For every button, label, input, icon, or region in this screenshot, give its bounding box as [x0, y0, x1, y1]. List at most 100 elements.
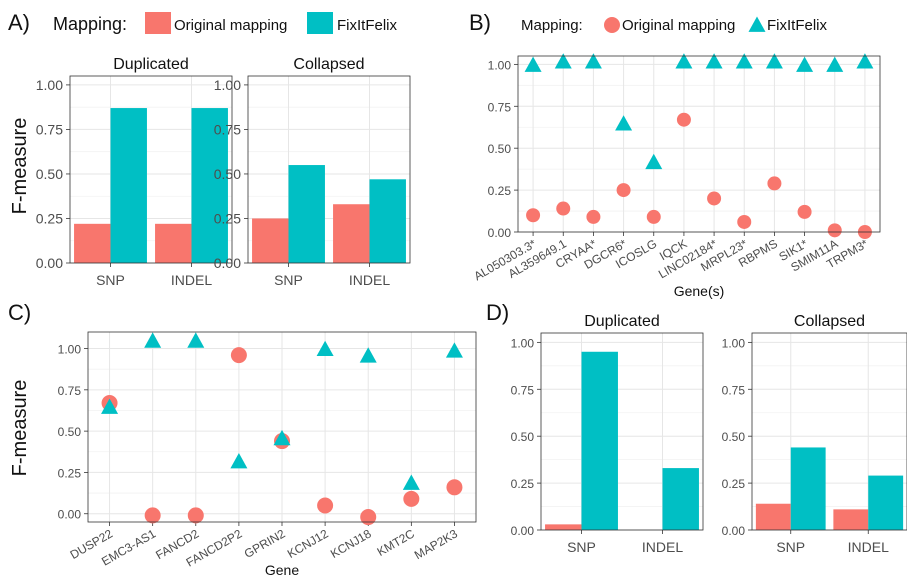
y-tick-label: 1.00 [722, 336, 746, 350]
point-original [187, 507, 204, 524]
bar-fixitfelix [191, 108, 228, 263]
bar-fixitfelix [288, 165, 325, 263]
bar-fixitfelix [868, 475, 904, 530]
point-fixitfelix [796, 56, 814, 72]
point-fixitfelix [735, 53, 753, 69]
y-tick-label: 0.50 [58, 425, 82, 439]
y-tick-label: 0.50 [722, 430, 746, 444]
point-fixitfelix [856, 53, 874, 69]
bar-original [74, 223, 111, 263]
point-fixitfelix [273, 429, 291, 446]
y-tick-label: 1.00 [58, 343, 82, 357]
y-tick-label: 0.25 [511, 477, 535, 491]
bar-fixitfelix [110, 108, 147, 263]
x-tick-label: SNP [776, 539, 805, 555]
panel-c: 0.000.250.500.751.00DUSP22EMC3-AS1FANCD2… [58, 331, 477, 578]
point-fixitfelix [645, 153, 663, 170]
point-fixitfelix [765, 53, 783, 69]
x-tick-label: GPRIN2 [242, 526, 288, 561]
y-axis-label-a: F-measure [9, 118, 31, 215]
x-tick-label: INDEL [171, 272, 212, 288]
panel-d: 0.00 0.25 0.50 0.75 1.00 SNP INDEL Duplicated 0.… [511, 313, 907, 555]
bar-fixitfelix [790, 447, 826, 530]
point-original [767, 176, 782, 191]
subplot-title: Collapsed [293, 56, 364, 73]
bar-original [155, 223, 192, 263]
x-tick-label: MAP2K3 [412, 526, 460, 562]
point-fixitfelix [584, 53, 602, 69]
legend-title: Mapping: [53, 14, 127, 34]
legend-swatch-fixitfelix [307, 12, 333, 34]
y-tick-label: 0.25 [722, 477, 746, 491]
legend-title: Mapping: [521, 17, 583, 34]
point-fixitfelix [524, 56, 542, 72]
point-fixitfelix [101, 398, 119, 414]
y-tick-label: 1.00 [511, 336, 535, 350]
y-tick-label: 0.00 [58, 508, 82, 522]
point-fixitfelix [359, 347, 377, 363]
point-original [230, 347, 247, 364]
x-tick-label: KCNJ18 [328, 526, 374, 561]
y-tick-label: 0.00 [36, 255, 63, 271]
x-tick-label: INDEL [848, 539, 889, 555]
panel-label-a: A) [8, 10, 30, 35]
bar-original [755, 503, 791, 530]
x-tick-label: INDEL [349, 272, 390, 288]
x-tick-label: SNP [274, 272, 303, 288]
panel-border [517, 55, 881, 233]
point-original [646, 209, 661, 224]
point-original [556, 201, 571, 216]
point-original [676, 112, 691, 127]
y-tick-label: 0.00 [214, 255, 241, 271]
y-tick-label: 0.25 [58, 466, 82, 480]
point-fixitfelix [402, 474, 420, 490]
y-tick-label: 0.25 [488, 184, 512, 198]
x-tick-label: INDEL [642, 539, 683, 555]
bar-fixitfelix [581, 351, 618, 530]
point-fixitfelix [187, 332, 205, 348]
panel-border [87, 331, 477, 523]
x-tick-label: SNP [567, 539, 596, 555]
legend-label-original: Original mapping [174, 17, 287, 34]
y-tick-label: 0.75 [58, 384, 82, 398]
panel-b: 0.000.250.500.751.00AL050303.3*AL359649.… [471, 53, 881, 299]
subplot-title: Duplicated [584, 313, 660, 330]
x-tick-label: SNP [96, 272, 125, 288]
bar-fixitfelix [662, 468, 699, 530]
point-original [403, 490, 420, 507]
y-tick-label: 0.50 [511, 430, 535, 444]
point-original [616, 183, 631, 198]
y-tick-label: 0.25 [214, 210, 241, 226]
panel-label-d: D) [486, 300, 509, 325]
point-original [797, 204, 812, 219]
point-original [446, 479, 463, 496]
y-tick-label: 0.25 [36, 210, 63, 226]
point-fixitfelix [615, 115, 633, 131]
subplot-title: Duplicated [113, 56, 189, 73]
point-original [586, 209, 601, 224]
panel-label-b: B) [469, 10, 491, 35]
legend-b: Mapping: Original mapping FixItFelix [521, 16, 828, 34]
point-original [827, 223, 842, 238]
legend-label-fixitfelix: FixItFelix [767, 17, 828, 34]
y-tick-label: 0.50 [488, 142, 512, 156]
panel-border [540, 332, 704, 531]
y-tick-label: 0.75 [511, 383, 535, 397]
legend-label-original: Original mapping [622, 17, 735, 34]
point-original [707, 191, 722, 206]
x-tick-label: KCNJ12 [285, 526, 331, 561]
point-fixitfelix [554, 53, 572, 69]
bar-original [833, 509, 869, 530]
y-tick-label: 0.00 [722, 524, 746, 538]
point-original [737, 214, 752, 229]
y-tick-label: 0.50 [214, 166, 241, 182]
bar-original [252, 218, 289, 263]
y-tick-label: 0.50 [36, 166, 63, 182]
panel-border [69, 75, 233, 264]
point-fixitfelix [316, 340, 334, 356]
y-tick-label: 1.00 [488, 58, 512, 72]
x-tick-label: KMT2C [375, 526, 418, 559]
point-original [144, 507, 161, 524]
legend-label-fixitfelix: FixItFelix [337, 17, 398, 34]
